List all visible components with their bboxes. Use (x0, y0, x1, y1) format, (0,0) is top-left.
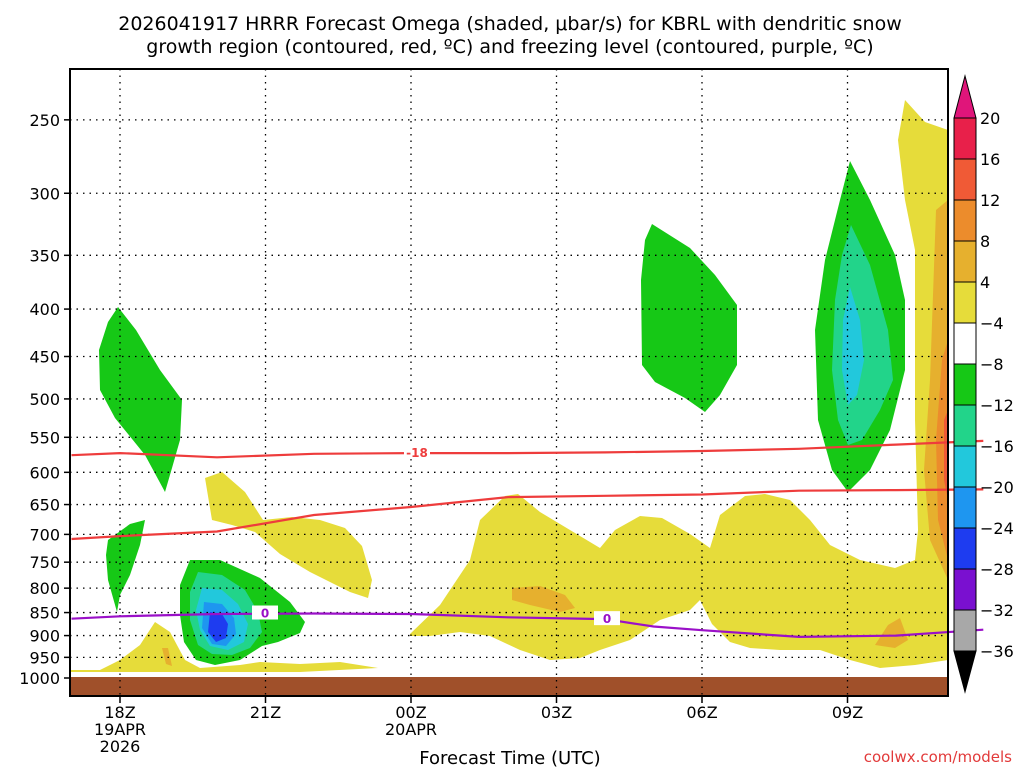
colorbar-label-5: −4 (980, 314, 1004, 333)
y-tick-label-350: 350 (29, 246, 60, 265)
contour-label-dgz: -18 (406, 446, 428, 460)
plot-border (69, 68, 949, 697)
x-axis-label: Forecast Time (UTC) (419, 748, 600, 768)
colorbar-swatch-5 (953, 322, 977, 365)
colorbar-swatch-4 (953, 281, 977, 324)
colorbar-swatch-0 (953, 117, 977, 160)
y-tick-label-800: 800 (29, 579, 60, 598)
colorbar: 20 16 12 8 4 −4 −8 −12 −16 −20 −24 −28 −32 −36 (953, 74, 1014, 694)
omega-region-8-lowleft (162, 648, 172, 666)
colorbar-swatch-2 (953, 199, 977, 242)
contour-label-dgz-bg (404, 445, 430, 460)
y-tick-label-650: 650 (29, 496, 60, 515)
plot-area (70, 69, 948, 696)
colorbar-label-10: −24 (980, 519, 1014, 538)
y-tick-label-1000: 1000 (19, 669, 60, 688)
y-tick-label-900: 900 (29, 627, 60, 646)
contour-label-freezing-2: 0 (603, 612, 611, 626)
contour-label-freezing-1-bg (252, 605, 278, 620)
y-axis: 250 300 350 400 450 500 550 600 650 700 750 800 850 9… (19, 111, 70, 688)
y-tick-label-550: 550 (29, 428, 60, 447)
omega-region-8-center (512, 586, 575, 612)
colorbar-label-9: −20 (980, 478, 1014, 497)
omega-descent-strong (162, 200, 948, 666)
x-tick-label-21z: 21Z (250, 703, 281, 722)
colorbar-swatch-8 (953, 445, 977, 488)
omega-region-8-lowright (875, 618, 908, 648)
x-tick-label-03z: 03Z (541, 703, 572, 722)
omega-region-4-mid (205, 472, 372, 598)
x-tick-label-06z: 06Z (686, 703, 717, 722)
x-tick-label-00z: 00Z (395, 703, 426, 722)
colorbar-label-4: 4 (980, 273, 990, 292)
colorbar-label-13: −36 (980, 642, 1014, 661)
colorbar-swatch-11 (953, 568, 977, 611)
contour-label-freezing-2-bg (594, 611, 620, 626)
y-tick-label-600: 600 (29, 463, 60, 482)
colorbar-swatch-10 (953, 527, 977, 570)
omega-descent-shading (70, 100, 948, 672)
gridlines (70, 69, 948, 696)
chart-title-line2: growth region (contoured, red, ºC) and f… (146, 36, 873, 58)
colorbar-swatch-3 (953, 240, 977, 283)
omega-region-n4-upper-mid (641, 224, 737, 412)
x-tick-label-20apr: 20APR (385, 720, 437, 739)
x-tick-label-2026: 2026 (100, 737, 141, 756)
x-tick-label-18z: 18Z (104, 703, 135, 722)
colorbar-label-0: 20 (980, 109, 1000, 128)
omega-region-12-right (936, 340, 948, 560)
omega-region-4-lower (410, 100, 948, 668)
y-tick-label-300: 300 (29, 184, 60, 203)
y-tick-label-850: 850 (29, 604, 60, 623)
y-tick-label-700: 700 (29, 525, 60, 544)
x-tick-label-19apr: 19APR (94, 720, 146, 739)
y-tick-label-450: 450 (29, 348, 60, 367)
y-tick-label-950: 950 (29, 648, 60, 667)
colorbar-top-arrow (953, 74, 977, 119)
ground-below-surface (70, 677, 948, 696)
colorbar-label-11: −28 (980, 560, 1014, 579)
contour-line-0 (71, 439, 984, 459)
contour-lines: -18 0 0 (71, 439, 984, 639)
contour-label-freezing-1: 0 (261, 607, 269, 621)
y-tick-label-250: 250 (29, 111, 60, 130)
contour-line-2 (71, 612, 984, 639)
colorbar-label-7: −12 (980, 396, 1014, 415)
colorbar-bottom-arrow (953, 650, 977, 694)
colorbar-label-3: 8 (980, 232, 990, 251)
omega-region-n4-mid-left (106, 520, 145, 612)
credit-link[interactable]: coolwx.com/models (864, 748, 1012, 766)
colorbar-swatch-6 (953, 363, 977, 406)
colorbar-label-2: 12 (980, 191, 1000, 210)
colorbar-swatch-1 (953, 158, 977, 201)
colorbar-swatch-9 (953, 486, 977, 529)
colorbar-swatch-7 (953, 404, 977, 447)
x-tick-label-09z: 09Z (832, 703, 863, 722)
chart-title-line1: 2026041917 HRRR Forecast Omega (shaded, … (118, 13, 902, 35)
y-tick-label-750: 750 (29, 553, 60, 572)
colorbar-label-8: −16 (980, 437, 1014, 456)
colorbar-label-1: 16 (980, 150, 1000, 169)
colorbar-label-6: −8 (980, 355, 1004, 374)
y-tick-label-500: 500 (29, 390, 60, 409)
omega-region-n20-low (208, 612, 228, 642)
contour-line-1 (71, 488, 984, 541)
colorbar-swatch-13 (953, 609, 977, 652)
omega-region-4-low-left (70, 622, 378, 672)
y-tick-label-400: 400 (29, 300, 60, 319)
omega-region-n4-upper-left (99, 307, 182, 492)
colorbar-label-12: −32 (980, 601, 1014, 620)
